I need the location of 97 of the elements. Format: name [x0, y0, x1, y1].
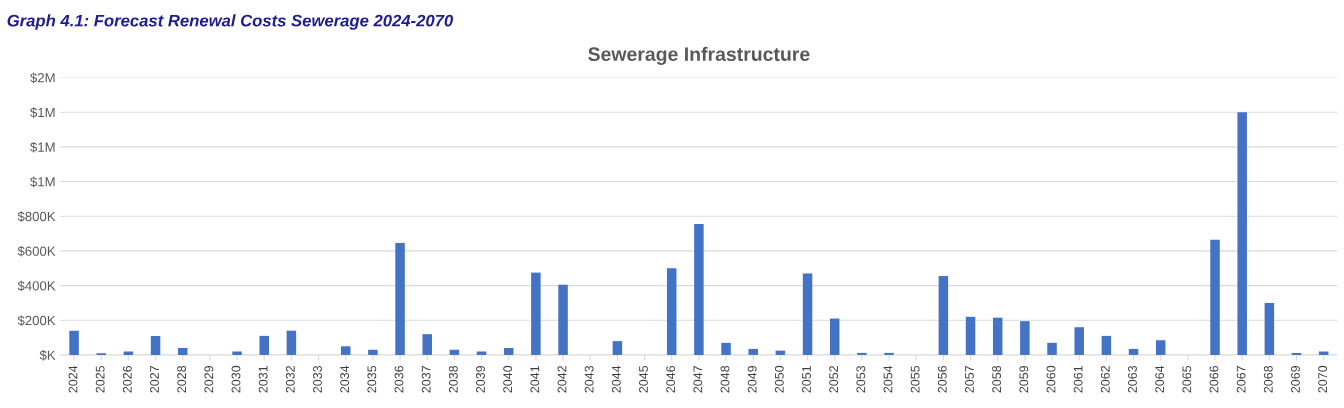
bar: [286, 330, 297, 355]
x-tick-label: 2042: [557, 366, 567, 393]
y-tick-label: $800K: [17, 211, 56, 222]
x-tick-label: 2039: [476, 365, 485, 393]
x-tick-label: 2053: [856, 365, 866, 393]
x-tick-label: 2034: [340, 365, 350, 393]
bar: [150, 335, 161, 355]
bar: [1020, 321, 1030, 355]
x-tick-label: 2049: [747, 365, 757, 393]
bar: [1155, 340, 1166, 355]
bar: [721, 342, 731, 355]
x-tick-label: 2027: [150, 366, 159, 393]
bar: [1318, 351, 1329, 355]
bar: [395, 243, 405, 355]
x-tick-label: 2044: [611, 365, 621, 393]
bar: [259, 335, 269, 355]
x-tick-label: 2056: [937, 365, 947, 393]
y-tick-label: $2M: [30, 72, 55, 84]
x-tick-label: 2033: [313, 365, 322, 393]
bar: [177, 348, 188, 355]
bar: [232, 351, 242, 355]
bar: [368, 349, 378, 355]
bar: [829, 318, 840, 355]
y-tick-label: $400K: [17, 280, 56, 292]
x-tick-label: 2050: [774, 365, 784, 393]
bar: [694, 224, 704, 355]
y-tick-label: $200K: [17, 315, 56, 326]
bar: [503, 348, 514, 355]
x-tick-label: 2031: [258, 365, 268, 393]
bar: [802, 273, 813, 355]
x-tick-label: 2043: [584, 365, 594, 393]
x-tick-label: 2061: [1073, 365, 1083, 393]
x-tick-label: 2065: [1182, 365, 1192, 393]
x-tick-label: 2069: [1291, 365, 1300, 393]
x-tick-label: 2066: [1209, 365, 1219, 393]
chart-title: Sewerage Infrastructure: [588, 46, 810, 65]
x-tick-label: 2052: [829, 366, 839, 393]
bar: [857, 352, 867, 355]
caption: Graph 4.1: Forecast Renewal Costs Sewerage 2024-2070: [7, 14, 454, 30]
x-tick-label: 2040: [503, 365, 513, 393]
x-tick-label: 2058: [992, 365, 1002, 393]
bar: [1237, 112, 1247, 355]
x-tick-label: 2038: [448, 365, 458, 393]
bar: [992, 317, 1003, 355]
bar: [938, 276, 949, 355]
x-tick-label: 2035: [367, 365, 377, 393]
x-tick-label: 2068: [1263, 365, 1273, 393]
bar: [1291, 352, 1302, 355]
y-tick-label: $600K: [17, 245, 56, 257]
y-tick-label: $1M: [30, 176, 55, 188]
bar: [558, 284, 568, 355]
bar: [748, 348, 758, 355]
bar: [666, 268, 677, 355]
x-tick-label: 2028: [177, 365, 187, 393]
bar: [531, 272, 541, 355]
x-tick-label: 2051: [802, 365, 811, 393]
x-tick-label: 2046: [666, 365, 676, 393]
bar: [422, 334, 432, 355]
x-tick-label: 2024: [68, 365, 78, 393]
bar: [340, 346, 351, 355]
bar: [884, 352, 894, 355]
bar: [69, 330, 79, 355]
x-tick-label: 2032: [285, 366, 295, 393]
bar: [1047, 342, 1057, 355]
x-tick-label: 2054: [883, 365, 893, 393]
x-tick-label: 2070: [1318, 365, 1328, 393]
x-tick-label: 2030: [231, 365, 241, 393]
bar: [1101, 335, 1112, 355]
x-tick-label: 2037: [421, 366, 431, 393]
x-tick-label: 2045: [639, 365, 648, 393]
x-tick-label: 2063: [1128, 365, 1137, 393]
x-tick-label: 2047: [693, 366, 703, 393]
x-tick-label: 2026: [122, 365, 132, 393]
bar: [1264, 302, 1275, 355]
bar: [449, 349, 460, 355]
x-tick-label: 2048: [720, 365, 730, 393]
x-tick-label: 2059: [1019, 365, 1029, 393]
x-tick-label: 2062: [1100, 366, 1110, 393]
x-tick-label: 2057: [965, 366, 974, 393]
x-tick-label: 2025: [95, 365, 105, 393]
bar: [1128, 348, 1139, 355]
bar: [612, 341, 623, 355]
x-tick-label: 2036: [394, 365, 404, 393]
x-tick-label: 2060: [1046, 365, 1056, 393]
bar: [1210, 239, 1220, 355]
y-tick-label: $1M: [30, 141, 55, 153]
y-tick-label: $1M: [30, 107, 55, 118]
x-tick-label: 2064: [1155, 365, 1165, 393]
bar: [1074, 327, 1084, 355]
bar: [123, 351, 134, 355]
bar: [965, 316, 976, 355]
x-tick-label: 2041: [530, 365, 540, 393]
x-tick-label: 2055: [910, 365, 920, 393]
x-tick-label: 2067: [1236, 366, 1246, 393]
y-tick-label: $K: [39, 349, 56, 361]
x-tick-label: 2029: [204, 365, 214, 393]
bar: [476, 351, 487, 355]
